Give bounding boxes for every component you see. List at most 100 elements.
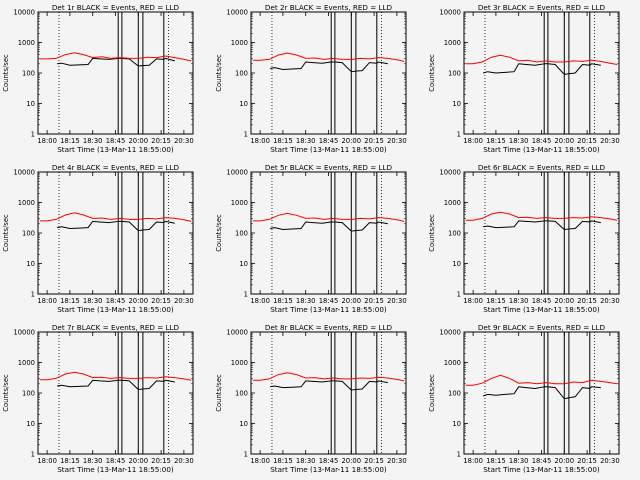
y-tick-label: 10 xyxy=(239,420,248,428)
panel-chart: Det 4r BLACK = Events, RED = LLD 1 10 100 10… xyxy=(2,163,194,314)
y-axis-label: Counts/sec xyxy=(428,214,436,252)
panel-title: Det 1r BLACK = Events, RED = LLD xyxy=(52,3,180,12)
x-tick-label: 20:30 xyxy=(387,457,407,465)
detector-panel: Det 4r BLACK = Events, RED = LLD 1 10 100 10… xyxy=(0,163,200,318)
plot-frame xyxy=(250,11,407,135)
plot-frame xyxy=(463,331,620,455)
detector-panel: Det 3r BLACK = Events, RED = LLD 1 10 100 10… xyxy=(426,3,626,158)
y-tick-label: 1 xyxy=(244,291,248,299)
x-tick-label: 18:15 xyxy=(273,137,293,145)
x-tick-label: 18:00 xyxy=(250,297,270,305)
y-tick-label: 10000 xyxy=(13,169,35,177)
x-tick-label: 18:15 xyxy=(60,137,80,145)
x-tick-label: 18:00 xyxy=(463,297,483,305)
plot-frame xyxy=(463,171,620,295)
x-axis-label: Start Time (13-Mar-11 18:55:00) xyxy=(270,145,387,154)
lld-series-line xyxy=(465,374,618,386)
y-tick-label: 10000 xyxy=(13,9,35,17)
x-tick-label: 20:30 xyxy=(174,457,194,465)
detector-panel: Det 7r BLACK = Events, RED = LLD 1 10 100 10… xyxy=(0,323,200,478)
panel-chart: Det 6r BLACK = Events, RED = LLD 1 10 100 10… xyxy=(428,163,620,314)
y-tick-label: 10 xyxy=(26,100,35,108)
events-series-line xyxy=(270,332,388,454)
x-tick-label: 18:45 xyxy=(106,137,126,145)
x-tick-label: 20:00 xyxy=(341,137,361,145)
lld-series-line xyxy=(252,372,405,382)
x-tick-label: 18:45 xyxy=(319,297,339,305)
panel-chart: Det 5r BLACK = Events, RED = LLD 1 10 100 10… xyxy=(215,163,407,314)
lld-series-line xyxy=(252,52,405,62)
x-tick-label: 18:00 xyxy=(463,457,483,465)
x-tick-label: 18:15 xyxy=(486,297,506,305)
x-tick-label: 18:30 xyxy=(83,297,103,305)
plot-frame xyxy=(37,171,194,295)
events-series-line xyxy=(270,172,388,294)
y-tick-label: 1 xyxy=(244,131,248,139)
x-tick-label: 20:15 xyxy=(364,137,384,145)
y-axis-label: Counts/sec xyxy=(2,54,10,92)
panel-chart: Det 9r BLACK = Events, RED = LLD 1 10 100 10… xyxy=(428,323,620,474)
lld-series-line xyxy=(252,212,405,222)
x-tick-label: 18:45 xyxy=(532,297,552,305)
lld-series-line xyxy=(39,212,192,222)
y-tick-label: 10000 xyxy=(226,9,248,17)
x-tick-label: 18:45 xyxy=(106,297,126,305)
x-axis-label: Start Time (13-Mar-11 18:55:00) xyxy=(57,145,174,154)
y-tick-label: 10000 xyxy=(226,169,248,177)
y-tick-label: 100 xyxy=(448,390,461,398)
x-axis-label: Start Time (13-Mar-11 18:55:00) xyxy=(57,465,174,474)
x-tick-label: 20:15 xyxy=(577,457,597,465)
x-tick-label: 20:00 xyxy=(128,297,148,305)
events-series-line xyxy=(482,12,601,134)
y-tick-label: 10 xyxy=(452,260,461,268)
x-tick-label: 20:00 xyxy=(554,297,574,305)
y-axis-label: Counts/sec xyxy=(2,374,10,412)
detector-panel: Det 2r BLACK = Events, RED = LLD 1 10 100 10… xyxy=(213,3,413,158)
y-axis-label: Counts/sec xyxy=(2,214,10,252)
x-tick-label: 18:45 xyxy=(532,457,552,465)
x-tick-label: 18:00 xyxy=(37,137,57,145)
panel-chart: Det 1r BLACK = Events, RED = LLD 1 10 100 10… xyxy=(2,3,194,154)
detector-panel: Det 5r BLACK = Events, RED = LLD 1 10 100 10… xyxy=(213,163,413,318)
y-tick-label: 1000 xyxy=(18,199,35,207)
y-tick-label: 100 xyxy=(22,390,35,398)
x-tick-label: 20:15 xyxy=(364,457,384,465)
x-tick-label: 20:30 xyxy=(174,137,194,145)
y-tick-label: 10 xyxy=(452,420,461,428)
detector-panel: Det 9r BLACK = Events, RED = LLD 1 10 100 10… xyxy=(426,323,626,478)
x-tick-label: 18:15 xyxy=(60,457,80,465)
panel-title: Det 2r BLACK = Events, RED = LLD xyxy=(265,3,393,12)
y-tick-label: 10 xyxy=(26,260,35,268)
panel-chart: Det 7r BLACK = Events, RED = LLD 1 10 100 10… xyxy=(2,323,194,474)
lld-series-line xyxy=(465,211,618,221)
y-tick-label: 1 xyxy=(244,451,248,459)
x-tick-label: 20:15 xyxy=(151,297,171,305)
y-axis-label: Counts/sec xyxy=(428,374,436,412)
detector-panel: Det 8r BLACK = Events, RED = LLD 1 10 100 10… xyxy=(213,323,413,478)
panel-title: Det 3r BLACK = Events, RED = LLD xyxy=(478,3,606,12)
x-tick-label: 20:30 xyxy=(174,297,194,305)
x-axis-label: Start Time (13-Mar-11 18:55:00) xyxy=(57,305,174,314)
x-tick-label: 18:45 xyxy=(532,137,552,145)
panel-title: Det 6r BLACK = Events, RED = LLD xyxy=(478,163,606,172)
x-axis-label: Start Time (13-Mar-11 18:55:00) xyxy=(270,305,387,314)
x-tick-label: 18:30 xyxy=(296,297,316,305)
x-tick-label: 18:30 xyxy=(509,137,529,145)
plot-frame xyxy=(37,11,194,135)
y-tick-label: 1000 xyxy=(444,199,461,207)
x-tick-label: 20:00 xyxy=(128,137,148,145)
plot-frame xyxy=(463,11,620,135)
x-tick-label: 18:00 xyxy=(37,297,57,305)
panel-chart: Det 8r BLACK = Events, RED = LLD 1 10 100 10… xyxy=(215,323,407,474)
x-tick-label: 18:30 xyxy=(509,297,529,305)
panel-title: Det 4r BLACK = Events, RED = LLD xyxy=(52,163,180,172)
y-tick-label: 1000 xyxy=(444,39,461,47)
x-tick-label: 20:30 xyxy=(600,137,620,145)
x-axis-label: Start Time (13-Mar-11 18:55:00) xyxy=(483,465,600,474)
y-tick-label: 1000 xyxy=(231,39,248,47)
y-tick-label: 1000 xyxy=(444,359,461,367)
panel-chart: Det 2r BLACK = Events, RED = LLD 1 10 100 10… xyxy=(215,3,407,154)
plot-frame xyxy=(37,331,194,455)
x-tick-label: 20:30 xyxy=(387,297,407,305)
